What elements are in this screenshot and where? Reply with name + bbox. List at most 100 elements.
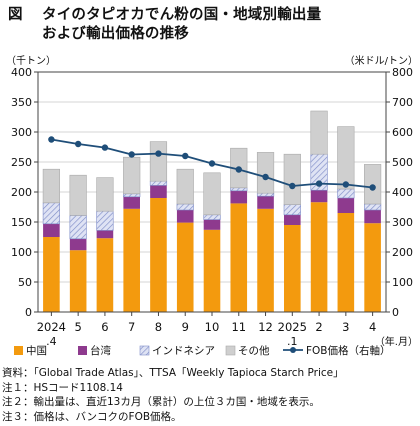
left-tick-label: 300 [11,126,32,139]
right-tick-label: 300 [392,216,413,229]
bar-taiwan [203,219,221,230]
fob-price-point [48,136,55,143]
legend-label: 中国 [26,344,47,357]
bar-other [203,172,221,216]
fob-price-point [235,166,242,173]
figure-title: 図 タイのタピオカでん粉の国・地域別輸出量 および輸出価格の推移 [8,6,418,44]
legend-swatch [78,346,87,355]
right-tick-label: 800 [392,66,413,79]
bar-china [176,222,194,312]
bar-taiwan [230,190,248,204]
bar-other [256,152,275,194]
left-tick-label: 150 [11,216,32,229]
bar-taiwan [337,198,355,213]
bar-indonesia [69,215,87,240]
fob-price-point [208,160,216,167]
bar-china [123,208,140,312]
x-tick-label: 8 [155,320,162,334]
note-3: 注３：価格は、バンコクのFOB価格。 [2,410,182,423]
bar-china [69,250,87,312]
bar-china [230,203,248,312]
legend-label: 台湾 [90,344,111,357]
bar-other [123,156,141,195]
legend-swatch [139,345,150,356]
right-tick-label: 500 [392,156,413,169]
x-tick-label: 9 [182,320,189,334]
bar-taiwan [123,196,140,209]
bar-indonesia [96,210,114,231]
bar-indonesia [203,214,221,220]
fob-price-point [289,182,296,190]
bar-taiwan [150,185,167,198]
bar-indonesia [176,203,194,211]
left-tick-label: 0 [25,306,32,319]
bar-other [96,177,114,212]
fob-price-point [155,150,162,157]
right-tick-label: 100 [392,276,413,289]
bar-indonesia [123,193,141,198]
x-tick-label: 6 [101,320,108,334]
note-1: 注１：HSコード1108.14 [2,381,123,394]
x-tick-label: 7 [128,320,135,334]
bar-taiwan [364,210,381,224]
bar-china [337,213,355,312]
x-tick-sublabel: .1 [287,335,298,348]
legend-swatch [14,346,23,355]
bar-china [203,229,221,312]
right-tick-label: 400 [392,186,413,199]
bar-other [149,141,168,182]
bar-other [364,164,382,205]
bar-taiwan [176,210,194,223]
left-tick-label: 50 [18,276,32,289]
bar-taiwan [257,196,274,209]
right-axis-unit: （米ドル/トン） [345,54,418,67]
legend-swatch [225,345,236,356]
bar-indonesia [337,188,355,199]
bar-china [257,208,274,312]
fob-price-point [262,173,269,181]
x-axis-unit: （年.月） [375,335,418,348]
bar-indonesia [42,202,60,225]
x-tick-label: 12 [258,320,273,334]
figure-label: 図 [8,7,23,23]
bar-china [96,238,114,312]
x-tick-label: 11 [231,320,246,334]
right-tick-label: 600 [392,126,413,139]
bar-other [42,168,60,204]
bar-china [310,202,328,312]
legend-label: インドネシア [152,345,215,357]
fob-price-point [369,184,376,191]
x-tick-label: 3 [342,320,349,334]
fob-price-point [315,180,323,187]
left-tick-label: 400 [11,66,32,79]
fob-price-point [128,151,135,158]
fob-price-point [101,144,109,151]
bar-china [284,225,301,312]
x-tick-label: 2025 [278,320,307,334]
right-tick-label: 700 [392,96,413,109]
right-tick-label: 0 [392,306,399,319]
note-source: 資料：「Global Trade Atlas」、TTSA「Weekly Tapi… [2,367,344,379]
x-tick-label: 2 [315,320,322,334]
bar-other [310,110,328,155]
fob-price-point [182,152,189,160]
bar-indonesia [364,203,382,211]
bar-china [364,223,381,312]
x-tick-label: 5 [74,320,81,334]
x-tick-label: 10 [205,320,220,334]
title-line1: タイのタピオカでん粉の国・地域別輸出量 [42,7,322,23]
title-line2: および輸出価格の推移 [42,26,189,42]
legend-label: FOB価格（右軸） [306,344,391,357]
left-tick-label: 350 [11,96,32,109]
bar-taiwan [284,214,301,225]
stacked-bar-chart: 0 50 100 150 200 250 300 350 400 0 100 200 300 400 500… [6,54,418,357]
left-tick-label: 200 [11,186,32,199]
left-axis-unit: （千トン） [6,55,56,67]
x-tick-label: 2024 [37,320,66,334]
fob-price-point [74,140,82,148]
bar-other [283,153,301,205]
legend-label: その他 [238,344,270,357]
right-tick-label: 200 [392,246,413,259]
fob-price-point [342,181,350,188]
